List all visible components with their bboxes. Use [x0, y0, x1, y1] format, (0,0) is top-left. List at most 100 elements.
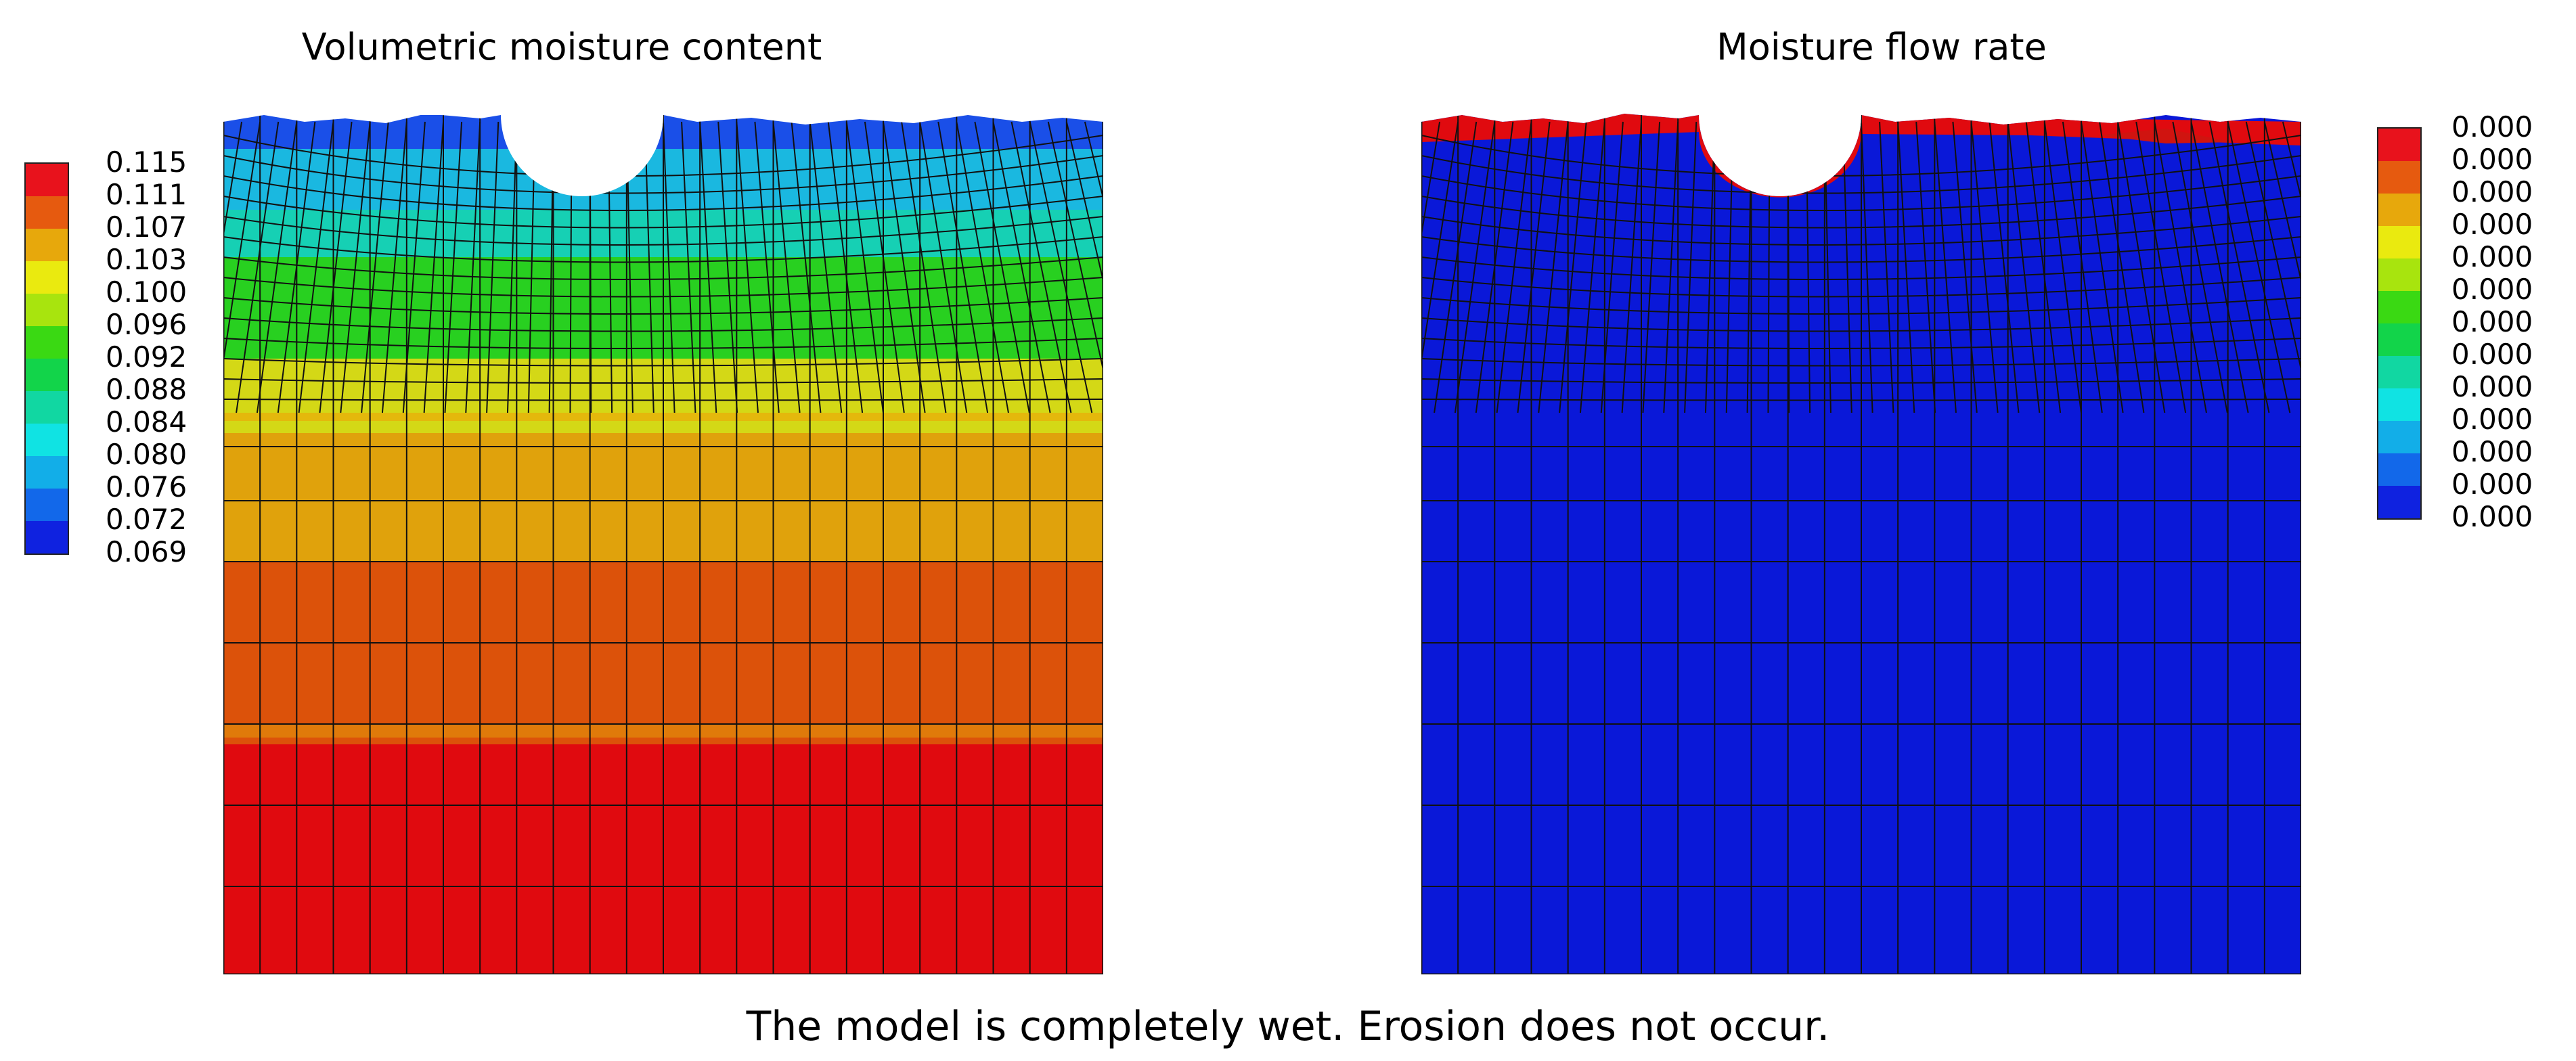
mesh-line — [465, 121, 481, 413]
mesh-line — [2282, 121, 2301, 413]
mesh-line — [1879, 121, 1894, 413]
mesh-line — [1029, 121, 1093, 413]
mesh-line — [1421, 297, 2301, 315]
legend-tick-label: 0.092 — [106, 340, 187, 374]
legend-tick-label: 0.107 — [106, 210, 187, 244]
legend-tick-label: 0.084 — [106, 405, 187, 438]
mesh-line — [1538, 121, 1569, 413]
mesh-line — [956, 121, 1009, 413]
mesh-line — [845, 121, 884, 413]
mesh-line — [223, 358, 1103, 367]
legend-swatch — [2378, 453, 2420, 486]
left-panel-title: Volumetric moisture content — [301, 26, 822, 68]
mesh-line — [864, 121, 905, 413]
legend-swatch — [2378, 129, 2420, 161]
legend-tick-label: 0.076 — [106, 470, 187, 503]
mesh-line — [1600, 121, 1624, 413]
moisture-content-contour-plot — [223, 114, 1144, 974]
legend-tick-label: 0.000 — [2451, 273, 2533, 306]
mesh-line — [223, 196, 1103, 229]
mesh-line — [1084, 121, 1103, 413]
right-panel-title: Moisture flow rate — [1716, 26, 2047, 68]
mesh-line — [772, 121, 801, 413]
legend-swatch — [26, 294, 68, 326]
right-field — [1421, 114, 2301, 974]
legend-swatch — [26, 456, 68, 489]
mesh-line — [2154, 121, 2207, 413]
legend-swatch — [2378, 421, 2420, 453]
mesh-line — [1421, 216, 2301, 246]
mesh-line — [319, 121, 353, 413]
legend-tick-label: 0.000 — [2451, 403, 2533, 436]
legend-tick-label: 0.000 — [2451, 500, 2533, 533]
mesh-line — [223, 256, 1103, 280]
mesh-line — [1970, 121, 1999, 413]
mesh-line — [717, 121, 738, 413]
mesh-line — [919, 121, 968, 413]
mesh-line — [791, 121, 822, 413]
mesh-line — [1047, 121, 1103, 413]
legend-tick-label: 0.115 — [106, 145, 187, 179]
legend-tick-label: 0.100 — [106, 275, 187, 309]
legend-swatch — [26, 424, 68, 456]
mesh-line — [1642, 121, 1661, 413]
mesh-grid — [1421, 114, 2301, 974]
left-field — [223, 114, 1144, 974]
mesh-line — [1579, 121, 1605, 413]
mesh-line — [1421, 196, 2301, 229]
mesh-line — [1421, 121, 1459, 413]
mesh-line — [1684, 121, 1697, 413]
legend-tick-label: 0.000 — [2451, 305, 2533, 338]
mesh-line — [361, 121, 389, 413]
mesh-line — [681, 121, 696, 413]
mesh-line — [901, 121, 947, 413]
legend-swatch — [26, 359, 68, 391]
mesh-line — [2245, 121, 2301, 413]
mesh-line — [1421, 121, 1441, 413]
mesh-line — [937, 121, 989, 413]
mesh-line — [2007, 121, 2041, 413]
mesh-line — [1011, 121, 1072, 413]
mesh-line — [1065, 121, 1103, 413]
legend-swatch — [2378, 161, 2420, 194]
mesh-line — [1421, 155, 2301, 194]
mesh-line — [644, 121, 654, 413]
mesh-line — [1103, 122, 1144, 413]
mesh-line — [2062, 121, 2103, 413]
legend-tick-label: 0.069 — [106, 535, 187, 568]
mesh-line — [223, 175, 1103, 211]
mesh-line — [1421, 175, 2301, 211]
mesh-line — [1621, 121, 1642, 413]
mesh-line — [1934, 121, 1957, 413]
mesh-line — [1421, 378, 2301, 384]
figure-caption: The model is completely wet. Erosion doe… — [746, 1003, 1830, 1050]
mesh-line — [1421, 358, 2301, 367]
mesh-line — [277, 121, 316, 413]
mesh-line — [1989, 121, 2020, 413]
legend-swatch — [26, 196, 68, 229]
legend-tick-label: 0.000 — [2451, 338, 2533, 371]
mesh-line — [223, 121, 261, 413]
legend-tick-label: 0.000 — [2451, 240, 2533, 273]
mesh-line — [2081, 121, 2124, 413]
mesh-line — [1663, 121, 1679, 413]
legend-tick-label: 0.000 — [2451, 143, 2533, 176]
mesh-line — [1704, 121, 1716, 413]
mesh-grid — [223, 114, 1144, 974]
mesh-line — [340, 121, 371, 413]
mesh-line — [699, 121, 717, 413]
mesh-line — [1434, 121, 1478, 413]
legend-swatch — [26, 391, 68, 424]
mesh-line — [2043, 121, 2082, 413]
mesh-line — [223, 121, 243, 413]
mesh-line — [223, 338, 1103, 349]
mesh-line — [1421, 399, 2301, 401]
surface-flow-band — [2098, 129, 2234, 143]
mesh-line — [381, 121, 407, 413]
legend-swatch — [26, 521, 68, 554]
mesh-line — [223, 155, 1103, 194]
mesh-line — [1861, 121, 1873, 413]
legend-swatch — [2378, 356, 2420, 388]
mesh-line — [298, 121, 334, 413]
legend-tick-label: 0.103 — [106, 243, 187, 276]
